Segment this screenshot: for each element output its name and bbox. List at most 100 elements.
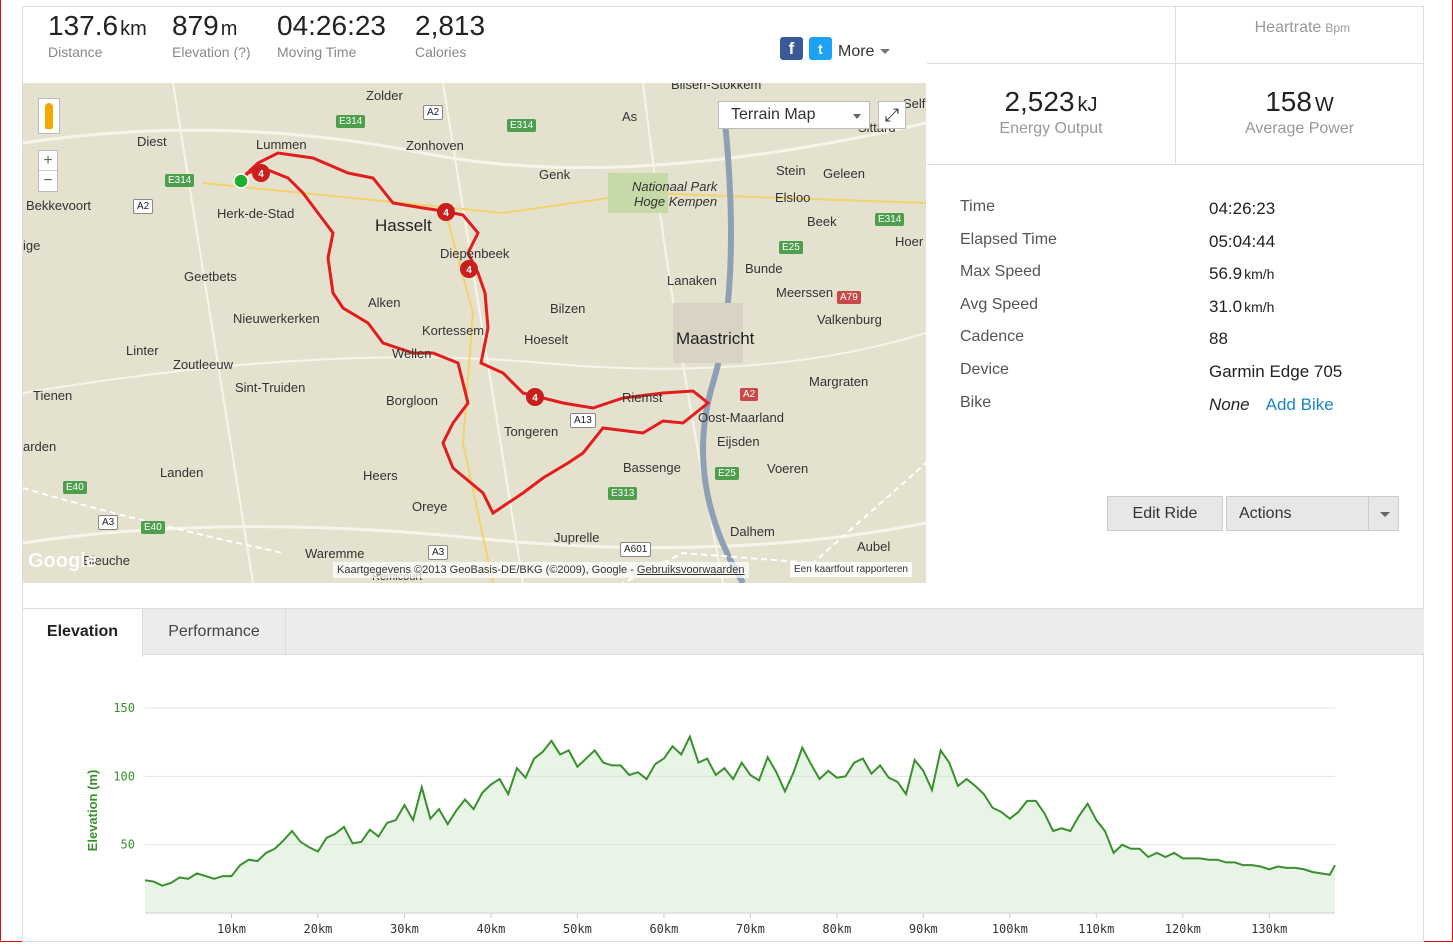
zoom-control: + − [38,150,58,192]
detail-key: Elapsed Time [960,230,1057,248]
map-place-label: Tienen [33,388,73,403]
distance-value: 137.6 [48,10,119,41]
map-place-label: As [622,109,638,124]
map-place-label: Genk [539,167,571,182]
x-tick-label: 50km [563,922,592,936]
map-place-label: ige [23,238,41,253]
map-place-label: Geetbets [184,269,237,284]
detail-key: Max Speed [960,263,1041,281]
elevation-label[interactable]: Elevation (?) [172,44,251,60]
detail-key: Bike [960,393,992,411]
x-tick-label: 110km [1078,922,1114,936]
google-logo: Google [28,550,97,572]
road-shield: A13 [570,413,596,428]
detail-value: 56.9 [1209,264,1243,284]
detail-value: 04:26:23 [1209,199,1276,218]
report-map-error-link[interactable]: Een kaartfout rapporteren [790,562,912,577]
map-place-label: arden [23,439,57,454]
detail-row-avg-speed: Avg Speed 31.0 km/h [960,294,1400,327]
chevron-down-icon [853,114,861,119]
detail-unit: km/h [1244,298,1275,315]
x-tick-label: 60km [649,922,678,936]
route-map[interactable]: E314 A2 E314 E314 A2 E314 E25 A79 A13 A2… [23,83,926,583]
x-tick-label: 40km [476,922,505,936]
x-tick-label: 20km [304,922,333,936]
road-shield: A2 [740,388,759,401]
tab-elevation[interactable]: Elevation [23,609,143,657]
map-place-label: Juprelle [554,530,600,545]
map-place-label: Hasselt [375,216,432,235]
average-power-unit: W [1314,94,1334,116]
detail-value: 05:04:44 [1209,231,1276,251]
terms-link[interactable]: Gebruiksvoorwaarden [636,564,745,576]
road-shield: E314 [336,115,366,128]
map-place-label: Landen [160,465,204,480]
map-place-label: Margraten [809,374,869,389]
map-place-label: Kortessem [422,323,485,338]
map-place-label: Riemst [622,390,663,405]
map-type-select[interactable]: Terrain Map [718,101,870,129]
map-place-label: Lummen [256,137,307,152]
detail-key: Device [960,360,1009,378]
fullscreen-icon[interactable]: ⤢ [878,101,906,129]
actions-dropdown-button[interactable] [1368,496,1399,531]
x-tick-label: 100km [992,922,1028,936]
more-label: More [838,43,875,60]
x-tick-label: 90km [909,922,938,936]
calories-value: 2,813 [415,10,486,41]
map-place-label: Nationaal Park [632,179,718,194]
street-view-pegman-icon[interactable] [38,98,60,134]
social-share: f t [780,37,832,60]
road-shield: A601 [620,542,652,557]
add-bike-link[interactable]: Add Bike [1265,394,1334,414]
heartrate-header: Heartrate Bpm [1175,6,1424,63]
map-place-label: Diepenbeek [440,246,510,261]
map-place-label: Bieuche [83,553,130,568]
tab-performance[interactable]: Performance [143,609,286,656]
map-place-label: Aubel [857,539,891,554]
chevron-down-icon [1380,512,1390,517]
map-place-label: Nieuwerkerken [233,311,320,326]
map-place-label: Bekkevoort [26,198,92,213]
detail-key: Cadence [960,328,1025,346]
map-type-label: Terrain Map [731,106,816,123]
map-place-label: Waremme [305,546,365,561]
map-place-label: Selfl [903,96,926,111]
calories-stat: 2,813 Calories [415,10,485,60]
moving-time-value: 04:26:23 [277,10,386,41]
facebook-icon[interactable]: f [780,37,803,60]
detail-row-elapsed-time: Elapsed Time 05:04:44 [960,229,1400,262]
road-shield: A2 [133,199,154,214]
map-place-label: Hoeselt [524,332,569,347]
map-place-label: Zonhoven [406,138,464,153]
map-place-label: Borgloon [386,393,439,408]
detail-value: Garmin Edge 705 [1209,361,1343,381]
road-shield: E25 [715,467,739,480]
zoom-out-button[interactable]: − [43,172,53,189]
elevation-chart-svg: 50 100 150 Elevation (m) 10km 20km 30km 40km 50k… [85,701,1336,936]
moving-time-stat: 04:26:23 Moving Time [277,10,386,60]
map-attribution: Kaartgegevens ©2013 GeoBasis-DE/BKG (©20… [333,562,749,578]
elevation-chart: 50 100 150 Elevation (m) 10km 20km 30km 40km 50k… [23,656,1424,942]
map-place-label: Meerssen [776,285,834,300]
map-place-label: Tongeren [504,424,559,439]
map-place-label: Zolder [366,88,403,103]
road-shield: E40 [63,481,87,494]
elevation-value: 879 [172,10,219,41]
chevron-down-icon [880,49,891,55]
zoom-in-button[interactable]: + [39,151,57,171]
actions-button[interactable]: Actions [1226,496,1369,531]
more-menu-button[interactable]: More [838,43,891,61]
detail-row-max-speed: Max Speed 56.9 km/h [960,261,1400,294]
map-place-label: Bilzen [550,301,586,316]
average-power-box: 158 W Average Power [1175,64,1423,164]
ride-details-list: Time 04:26:23 Elapsed Time 05:04:44 Max Sp… [960,196,1400,424]
heartrate-label: Heartrate [1254,19,1322,36]
edit-ride-button[interactable]: Edit Ride [1107,496,1223,531]
map-place-label: Oreye [412,499,448,514]
map-place-label: Dalhem [730,524,775,539]
twitter-icon[interactable]: t [809,37,832,60]
detail-value: 31.0 [1209,296,1243,316]
detail-row-cadence: Cadence 88 [960,326,1400,359]
road-shield: A3 [428,545,449,560]
